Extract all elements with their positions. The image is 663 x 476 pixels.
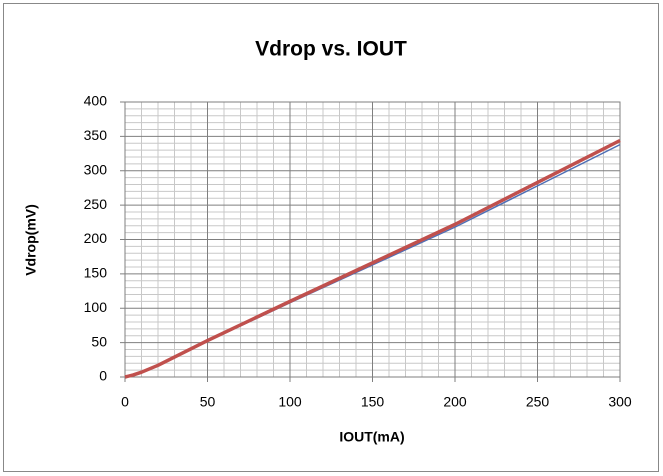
y-tick-label: 100	[84, 299, 108, 315]
y-tick-label: 200	[84, 230, 108, 246]
x-tick-label: 100	[278, 394, 302, 410]
plot-frame	[124, 101, 621, 378]
y-tick-label: 300	[84, 161, 108, 177]
x-tick-label: 250	[526, 394, 550, 410]
x-tick-label: 150	[361, 394, 385, 410]
x-tick-label: 200	[443, 394, 467, 410]
x-axis-title: IOUT(mA)	[339, 429, 404, 445]
y-tick-label: 400	[84, 93, 108, 109]
x-tick-label: 0	[121, 394, 129, 410]
y-tick-label: 150	[84, 265, 108, 281]
chart-frame	[3, 3, 659, 472]
data-line	[124, 138, 621, 379]
y-tick-label: 0	[99, 368, 107, 384]
x-tick-label: 50	[200, 394, 216, 410]
x-tick-label: 300	[608, 394, 632, 410]
y-tick-label: 250	[84, 196, 108, 212]
y-axis-title: Vdrop(mV)	[23, 204, 39, 276]
y-tick-label: 350	[84, 127, 108, 143]
y-tick-label: 50	[91, 333, 107, 349]
chart-title: Vdrop vs. IOUT	[255, 38, 407, 61]
